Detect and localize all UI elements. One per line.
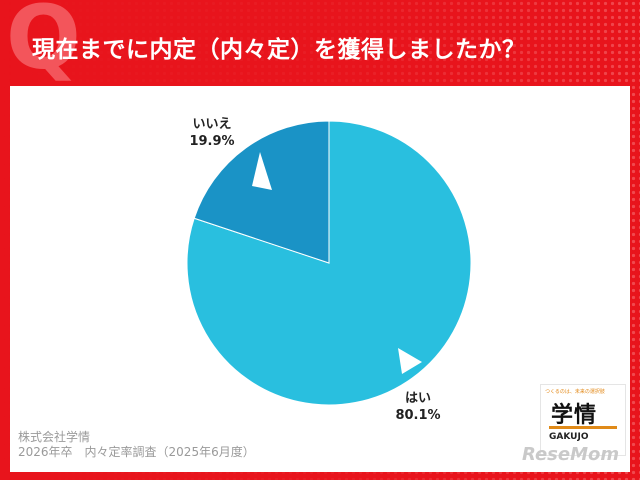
logo-rule xyxy=(549,426,617,429)
source-company: 株式会社学情 xyxy=(18,430,91,444)
gakujo-logo: つくるのは、未来の選択肢 学情 GAKUJO xyxy=(540,384,626,456)
callout-notch-no xyxy=(252,152,272,190)
slice-label-yes: はい 80.1% xyxy=(388,390,448,424)
slice-label-no: いいえ 19.9% xyxy=(182,116,242,150)
question-mark-icon: Q xyxy=(6,0,81,89)
logo-subtext: GAKUJO xyxy=(549,432,589,442)
slice-label-no-value: 19.9% xyxy=(189,134,235,149)
logo-wordmark: 学情 xyxy=(551,403,598,428)
source-note: 株式会社学情 2026年卒 内々定率調査（2025年6月度） xyxy=(18,430,255,460)
resemom-watermark: ReseMom xyxy=(522,444,620,465)
question-title: 現在までに内定（内々定）を獲得しましたか？ xyxy=(32,37,526,63)
callout-notch-yes xyxy=(398,348,422,374)
pie-slice-no xyxy=(193,120,330,264)
slice-label-no-text: いいえ xyxy=(192,117,232,132)
pie-chart xyxy=(186,120,472,406)
logo-tagline: つくるのは、未来の選択肢 xyxy=(545,389,605,395)
slice-label-yes-value: 80.1% xyxy=(395,408,441,423)
chart-panel: いいえ 19.9% はい 80.1% 株式会社学情 2026年卒 内々定率調査（… xyxy=(10,86,630,472)
slice-label-yes-text: はい xyxy=(404,391,431,406)
source-survey: 2026年卒 内々定率調査（2025年6月度） xyxy=(18,445,255,459)
